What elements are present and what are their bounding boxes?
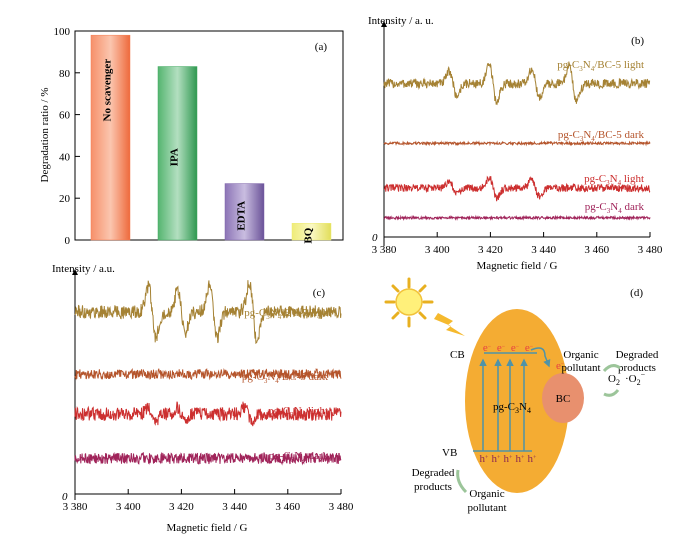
spectrum-line-3: [74, 451, 342, 466]
xtick-label: 3 420: [169, 501, 194, 513]
xtick-label: 3 480: [638, 244, 663, 256]
panel-a-bar-chart: (a) Degradation ratio / % 0 20 40 60 80 100 N…: [39, 26, 344, 247]
xtick-label: 3 440: [531, 244, 556, 256]
sun-icon: [384, 277, 434, 328]
top-degraded-line2: products: [618, 362, 656, 374]
panel-b-xlabel: Magnetic field / G: [477, 260, 558, 272]
xtick-label: 3 400: [116, 501, 141, 513]
panel-a-ytick-label: 0: [65, 235, 71, 247]
panel-c-origin: 0: [62, 491, 68, 503]
panel-b-origin: 0: [372, 232, 378, 244]
xtick-label: 3 420: [478, 244, 503, 256]
panel-c-tag: (c): [313, 287, 326, 299]
bottom-organic-line2: pollutant: [467, 502, 506, 514]
panel-a-ytick-label: 100: [54, 26, 71, 38]
spectrum-line-0: [74, 280, 342, 345]
panel-c-epr-spectra: Intensity / a.u. (c) 0 Magnetic field / …: [52, 263, 354, 534]
panel-a-ylabel: Degradation ratio / %: [39, 88, 51, 183]
transfer-electron-label: e−: [556, 360, 565, 372]
series-label-1: pg-C3N4/BC-5 dark: [558, 129, 645, 143]
bar-label-3: BQ: [303, 227, 315, 243]
panel-b-ylabel: Intensity / a. u.: [368, 15, 434, 27]
hole-2: h+: [504, 453, 514, 465]
xtick-label: 3 480: [329, 501, 354, 513]
electron-0: e−: [483, 342, 492, 354]
panel-b-epr-spectra: Intensity / a. u. (b) 0 Magnetic field /…: [368, 15, 663, 272]
spectrum-line-2: [383, 175, 651, 202]
spectrum-line-0: [383, 61, 651, 106]
electron-3: e−: [525, 342, 534, 354]
bc-ellipse: [542, 373, 584, 423]
hole-3: h+: [516, 453, 526, 465]
xtick-label: 3 460: [275, 501, 300, 513]
catalyst-label: pg-C3N4: [493, 401, 531, 415]
superoxide-label: ·O2−: [625, 370, 646, 387]
photocatalyst-ellipse: [465, 309, 569, 493]
top-organic-line2: pollutant: [561, 362, 600, 374]
hole-1: h+: [492, 453, 502, 465]
series-label-0: pg-C3N4/BC-5 light: [244, 307, 331, 321]
bottom-organic-line1: Organic: [469, 488, 504, 500]
green-arrow-o2: [603, 389, 620, 397]
series-label-1: pg-C3N4/BC-5 dark: [242, 371, 329, 385]
green-arrow-top: [602, 364, 621, 373]
excitation-arrows: [479, 358, 528, 451]
series-label-2: pg-C3N4 light: [584, 173, 644, 187]
spectrum-line-1: [383, 140, 651, 147]
hole-0: h+: [480, 453, 490, 465]
bar-3: [291, 223, 332, 241]
series-label-3: pg-C3N4 dark: [585, 201, 645, 215]
xtick-label: 3 380: [63, 501, 88, 513]
lightning-icon: [434, 313, 465, 336]
bar-2: [224, 183, 265, 241]
cb-label: CB: [450, 349, 465, 361]
panel-b-tag: (b): [631, 35, 644, 47]
green-arrow-bottom: [456, 469, 468, 494]
panel-c-xlabel: Magnetic field / G: [167, 522, 248, 534]
panel-a-ytick-label: 40: [59, 151, 71, 163]
panel-d-tag: (d): [630, 287, 643, 299]
panel-d-mechanism-diagram: (d) CB VB: [384, 277, 659, 514]
xtick-label: 3 400: [425, 244, 450, 256]
vb-label: VB: [442, 447, 457, 459]
spectrum-line-2: [74, 401, 342, 427]
panel-a-tag: (a): [315, 41, 328, 53]
electron-2: e−: [511, 342, 520, 354]
bottom-degraded-line2: products: [414, 481, 452, 493]
electron-transfer-arrow: [530, 347, 551, 368]
series-label-3: pg-C3N4 dark: [269, 450, 329, 464]
panel-a-frame: [74, 30, 344, 241]
top-degraded-line1: Degraded: [616, 349, 659, 361]
bc-label: BC: [556, 393, 571, 405]
panel-a-ytick-label: 80: [59, 68, 71, 80]
spectrum-line-1: [74, 367, 342, 381]
bar-label-0: No scavenger: [102, 59, 114, 122]
hole-4: h+: [528, 453, 538, 465]
bottom-degraded-line1: Degraded: [412, 467, 455, 479]
panel-a-ytick-label: 20: [59, 193, 71, 205]
bar-0: [90, 34, 131, 241]
bar-label-2: EDTA: [236, 201, 248, 231]
electron-1: e−: [497, 342, 506, 354]
panel-c-ylabel: Intensity / a.u.: [52, 263, 115, 275]
xtick-label: 3 380: [372, 244, 397, 256]
o2-label: O2: [608, 373, 620, 387]
bar-1: [157, 66, 198, 241]
xtick-label: 3 440: [222, 501, 247, 513]
series-label-0: pg-C3N4/BC-5 light: [557, 59, 644, 73]
series-label-2: pg-C3N4 light: [268, 405, 328, 419]
top-organic-line1: Organic: [563, 349, 598, 361]
spectrum-line-3: [383, 214, 651, 221]
bar-label-1: IPA: [169, 148, 181, 166]
xtick-label: 3 460: [584, 244, 609, 256]
panel-a-ytick-label: 60: [59, 110, 71, 122]
